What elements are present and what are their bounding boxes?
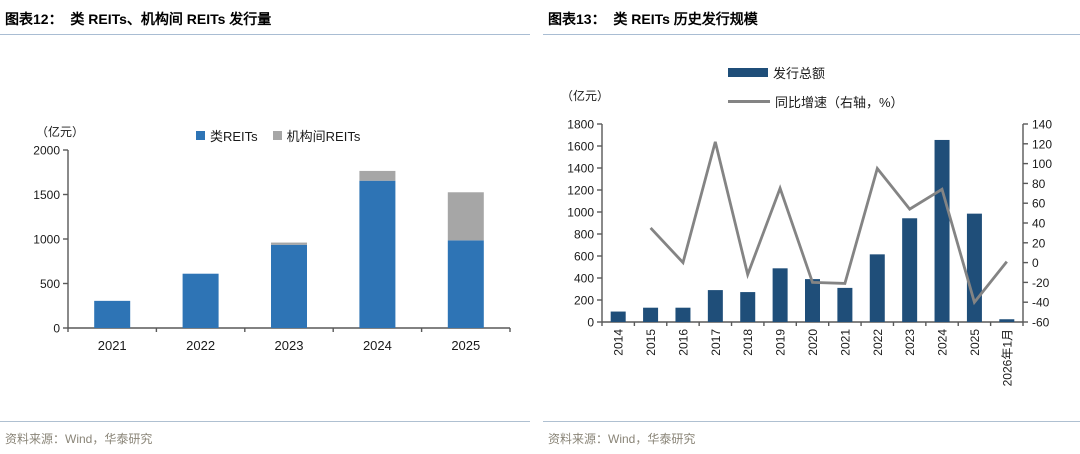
x-tick-label: 2024 [363,338,392,353]
legend-item-series-0: 类REITs [196,126,258,145]
issuance-bar [610,311,626,322]
x-tick-label: 2022 [871,329,885,356]
legend-item-line: 同比增速（右轴，%） [728,92,904,111]
right-tick-label: -20 [1032,276,1050,290]
legend-label: 类REITs [210,129,258,144]
x-tick-label: 2024 [936,329,950,356]
x-tick-label: 2015 [644,329,658,356]
bar-segment-series-0 [182,273,219,328]
x-tick-label: 2026年1月 [1000,329,1014,386]
bar-segment-series-0 [94,300,131,328]
right-tick-label: 0 [1032,256,1039,270]
left-tick-label: 1600 [567,140,594,154]
left-tick-label: 0 [587,316,594,330]
y-tick-label: 500 [40,277,60,291]
left-tick-label: 1000 [567,206,594,220]
issuance-bar [643,307,659,322]
panel-figure-13: 图表13： 类 REITs 历史发行规模 （亿元） 发行总额 同比增速（右轴，%… [540,0,1080,454]
figure-title: 图表13： 类 REITs 历史发行规模 [543,0,1080,35]
x-tick-label: 2025 [968,329,982,356]
y-tick-label: 2000 [33,144,60,158]
issuance-bar [675,307,691,322]
issuance-bar [902,218,918,322]
left-tick-label: 1200 [567,184,594,198]
x-tick-label: 2021 [98,338,127,353]
x-tick-label: 2016 [676,329,690,356]
issuance-bar [740,292,756,322]
issuance-bar [805,279,820,322]
figure-title: 图表12： 类 REITs、机构间 REITs 发行量 [0,0,530,35]
chart-legend: 发行总额 同比增速（右轴，%） [728,63,904,111]
x-tick-label: 2017 [709,329,723,356]
left-tick-label: 600 [574,250,594,264]
x-tick-label: 2023 [903,329,917,356]
left-tick-label: 800 [574,228,594,242]
right-tick-label: 20 [1032,236,1046,250]
issuance-bar [772,268,788,322]
bar-segment-series-0 [359,180,396,328]
right-tick-label: 40 [1032,217,1046,231]
y-tick-label: 1500 [33,188,60,202]
issuance-bar [837,287,853,322]
stacked-bar-chart: 0 500 1000 1500 2000 2021 2022 2023 2024 2025 [33,144,511,353]
right-tick-label: 140 [1032,118,1052,132]
legend-label: 机构间REITs [286,129,361,144]
legend-item-bars: 发行总额 [728,63,904,82]
legend-label: 同比增速（右轴，%） [775,95,904,110]
legend-item-series-1: 机构间REITs [272,126,361,145]
source-note: 资料来源：Wind，华泰研究 [543,421,1080,454]
legend-swatch-line-icon [728,100,770,103]
issuance-bar [707,290,723,322]
issuance-bar [869,254,885,322]
x-tick-label: 2023 [275,338,304,353]
left-tick-label: 1400 [567,162,594,176]
x-tick-label: 2021 [838,329,852,356]
chart-legend: 类REITs 机构间REITs [196,126,360,145]
legend-swatch-bar-icon [728,68,768,77]
x-tick-label: 2022 [186,338,215,353]
x-tick-label: 2018 [741,329,755,356]
x-tick-label: 2014 [612,329,626,356]
left-tick-label: 1800 [567,118,594,132]
bar-segment-series-1 [359,170,396,181]
right-tick-label: 60 [1032,197,1046,211]
bar-line-dual-axis-chart: 020040060080010001200140016001800-60-40-… [567,118,1052,387]
issuance-bar [966,213,982,322]
legend-label: 发行总额 [773,66,826,81]
legend-swatch-square-icon [196,131,205,140]
bar-segment-series-1 [447,192,484,241]
source-note: 资料来源：Wind，华泰研究 [0,421,530,454]
y-tick-label: 1000 [33,233,60,247]
bar-segment-series-0 [447,240,484,328]
right-tick-label: -60 [1032,316,1050,330]
right-tick-label: 120 [1032,137,1052,151]
yoy-growth-line [649,141,1008,306]
panel-figure-12: 图表12： 类 REITs、机构间 REITs 发行量 （亿元） 类REITs … [0,0,530,454]
bar-segment-series-0 [271,244,307,328]
left-tick-label: 400 [574,272,594,286]
right-tick-label: 80 [1032,177,1046,191]
y-tick-label: 0 [53,322,60,336]
x-tick-label: 2019 [774,329,788,356]
issuance-bar [999,319,1015,322]
legend-swatch-square-icon [272,131,282,140]
x-tick-label: 2025 [451,338,480,353]
y-axis-unit-label: （亿元） [36,125,85,139]
right-tick-label: -40 [1032,296,1050,310]
y-axis-unit-label: （亿元） [561,89,610,103]
left-tick-label: 200 [574,294,594,308]
right-tick-label: 100 [1032,157,1052,171]
issuance-bar [934,139,950,322]
x-tick-label: 2020 [806,329,820,356]
bar-segment-series-1 [271,242,307,245]
